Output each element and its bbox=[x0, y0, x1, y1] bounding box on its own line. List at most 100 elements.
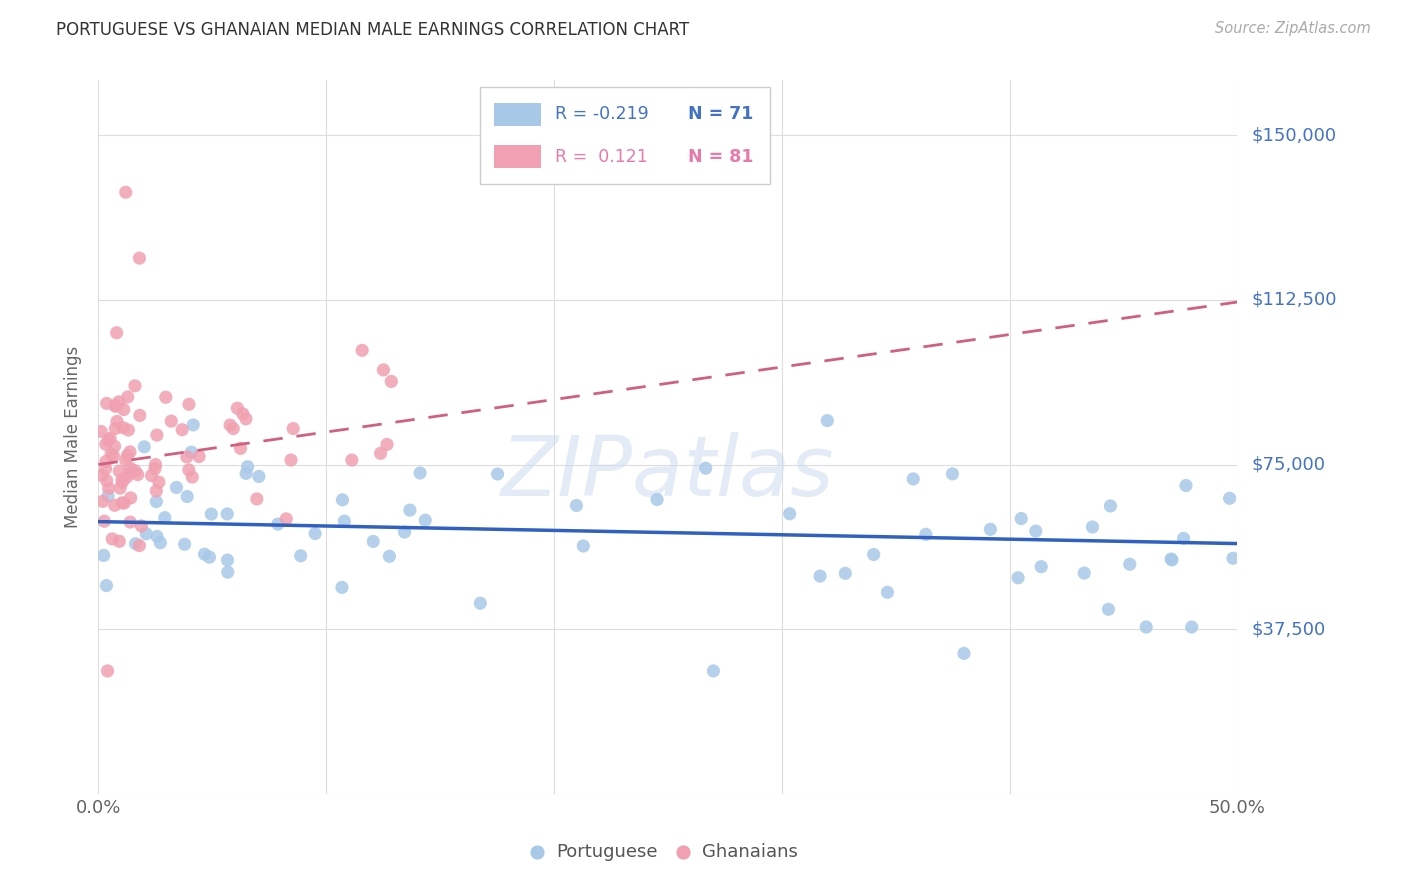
Point bbox=[280, 453, 302, 467]
Point bbox=[361, 534, 384, 549]
Point bbox=[370, 446, 392, 460]
Point bbox=[145, 458, 167, 472]
Text: Portuguese: Portuguese bbox=[557, 844, 658, 862]
Text: Source: ZipAtlas.com: Source: ZipAtlas.com bbox=[1215, 21, 1371, 37]
Point bbox=[134, 440, 156, 454]
Point bbox=[235, 467, 257, 481]
Point bbox=[120, 467, 142, 481]
Point bbox=[104, 421, 127, 435]
Point bbox=[217, 565, 239, 579]
Point bbox=[124, 464, 146, 478]
Point bbox=[108, 464, 131, 478]
Point bbox=[117, 449, 139, 463]
Point bbox=[108, 481, 131, 495]
Point bbox=[941, 467, 963, 481]
Point bbox=[1010, 511, 1032, 525]
Point bbox=[695, 461, 717, 475]
Point bbox=[94, 437, 117, 451]
Point bbox=[915, 527, 938, 541]
Point bbox=[1135, 620, 1157, 634]
Point bbox=[135, 526, 157, 541]
Point bbox=[702, 664, 724, 678]
Point bbox=[105, 414, 128, 428]
Point bbox=[222, 421, 245, 435]
Point bbox=[1222, 551, 1244, 566]
Point bbox=[645, 492, 668, 507]
Text: Ghanaians: Ghanaians bbox=[702, 844, 797, 862]
Point bbox=[96, 396, 118, 410]
Point bbox=[217, 553, 239, 567]
Bar bbox=[479, 87, 770, 184]
Bar bbox=[494, 145, 541, 169]
Point bbox=[124, 536, 146, 550]
Point bbox=[1099, 499, 1122, 513]
Point bbox=[333, 514, 356, 528]
Point bbox=[352, 343, 374, 358]
Point bbox=[470, 596, 492, 610]
Point bbox=[149, 535, 172, 549]
Point bbox=[235, 412, 257, 426]
Point bbox=[128, 539, 150, 553]
Point bbox=[143, 461, 166, 475]
Point bbox=[145, 494, 167, 508]
Point bbox=[94, 454, 117, 468]
Point bbox=[104, 399, 127, 413]
Point bbox=[1097, 602, 1119, 616]
Point bbox=[340, 453, 363, 467]
Point bbox=[105, 326, 128, 340]
Point bbox=[876, 585, 898, 599]
Point bbox=[111, 420, 134, 434]
Point bbox=[572, 539, 595, 553]
Point bbox=[173, 537, 195, 551]
Point bbox=[332, 492, 354, 507]
Point bbox=[104, 498, 127, 512]
Point bbox=[1081, 520, 1104, 534]
Point bbox=[181, 417, 204, 432]
Point bbox=[330, 580, 353, 594]
Point bbox=[232, 407, 254, 421]
Point bbox=[176, 490, 198, 504]
Point bbox=[375, 437, 398, 451]
Text: $37,500: $37,500 bbox=[1251, 620, 1326, 638]
Point bbox=[131, 519, 153, 533]
Point bbox=[276, 512, 298, 526]
Point bbox=[1160, 552, 1182, 566]
Point bbox=[111, 475, 134, 490]
Point bbox=[98, 431, 121, 445]
Point bbox=[90, 425, 112, 439]
Point bbox=[148, 475, 170, 490]
Point bbox=[1181, 620, 1204, 634]
Point bbox=[111, 473, 134, 487]
Point bbox=[1007, 571, 1029, 585]
Point bbox=[1219, 491, 1241, 506]
Point bbox=[155, 390, 177, 404]
Point bbox=[128, 409, 150, 423]
Point bbox=[111, 496, 134, 510]
Point bbox=[128, 251, 150, 265]
Point bbox=[193, 547, 215, 561]
Point bbox=[112, 496, 135, 510]
Text: ZIPatlas: ZIPatlas bbox=[501, 433, 835, 513]
Text: PORTUGUESE VS GHANAIAN MEDIAN MALE EARNINGS CORRELATION CHART: PORTUGUESE VS GHANAIAN MEDIAN MALE EARNI… bbox=[56, 21, 689, 39]
Point bbox=[117, 423, 139, 437]
Point bbox=[399, 503, 422, 517]
Point bbox=[1175, 478, 1198, 492]
Point bbox=[176, 450, 198, 464]
Point bbox=[815, 414, 838, 428]
Text: N = 71: N = 71 bbox=[688, 105, 754, 123]
Bar bbox=[494, 103, 541, 126]
Point bbox=[198, 550, 221, 565]
Point bbox=[246, 491, 269, 506]
Point bbox=[177, 463, 200, 477]
Point bbox=[96, 578, 118, 592]
Point bbox=[97, 434, 120, 448]
Point bbox=[114, 453, 136, 467]
Point bbox=[808, 569, 831, 583]
Y-axis label: Median Male Earnings: Median Male Earnings bbox=[65, 346, 83, 528]
Point bbox=[779, 507, 801, 521]
Point bbox=[1031, 559, 1053, 574]
Point bbox=[1256, 787, 1278, 801]
Point bbox=[160, 414, 183, 428]
Point bbox=[108, 534, 131, 549]
Point bbox=[953, 646, 976, 660]
